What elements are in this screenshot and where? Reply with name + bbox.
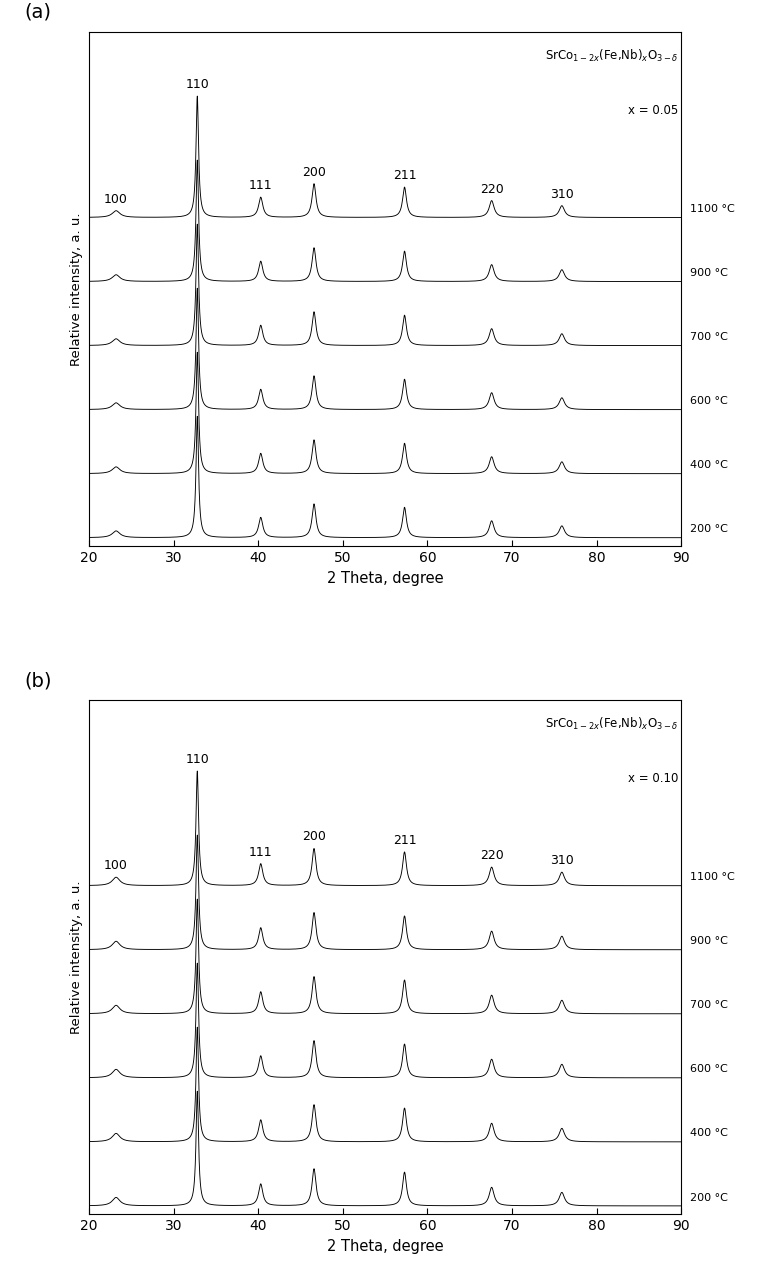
Text: 600 °C: 600 °C xyxy=(690,396,728,406)
Text: 100: 100 xyxy=(104,860,128,873)
Text: 310: 310 xyxy=(550,188,574,200)
Text: 1100 °C: 1100 °C xyxy=(690,204,735,215)
Text: 400 °C: 400 °C xyxy=(690,1128,728,1139)
Text: (b): (b) xyxy=(24,671,51,690)
Text: 100: 100 xyxy=(104,193,128,206)
Text: 400 °C: 400 °C xyxy=(690,460,728,470)
Text: 110: 110 xyxy=(186,78,209,91)
Text: 211: 211 xyxy=(392,834,416,847)
Text: 200: 200 xyxy=(302,166,326,179)
Text: 200 °C: 200 °C xyxy=(690,1192,728,1203)
Text: 1100 °C: 1100 °C xyxy=(690,873,735,883)
Text: 310: 310 xyxy=(550,855,574,867)
Y-axis label: Relative intensity, a. u.: Relative intensity, a. u. xyxy=(70,212,84,366)
X-axis label: 2 Theta, degree: 2 Theta, degree xyxy=(327,1239,444,1254)
Y-axis label: Relative intensity, a. u.: Relative intensity, a. u. xyxy=(70,880,84,1034)
Text: SrCo$_{1-2x}$(Fe,Nb)$_{x}$O$_{3-\delta}$: SrCo$_{1-2x}$(Fe,Nb)$_{x}$O$_{3-\delta}$ xyxy=(545,716,678,732)
Text: 700 °C: 700 °C xyxy=(690,333,728,342)
Text: 600 °C: 600 °C xyxy=(690,1064,728,1074)
Text: (a): (a) xyxy=(24,3,51,22)
Text: 111: 111 xyxy=(249,846,272,858)
Text: 110: 110 xyxy=(186,753,209,766)
Text: 900 °C: 900 °C xyxy=(690,269,728,278)
Text: x = 0.10: x = 0.10 xyxy=(628,772,678,785)
Text: 220: 220 xyxy=(480,182,504,195)
Text: 200: 200 xyxy=(302,830,326,843)
Text: 700 °C: 700 °C xyxy=(690,1001,728,1010)
Text: SrCo$_{1-2x}$(Fe,Nb)$_{x}$O$_{3-\delta}$: SrCo$_{1-2x}$(Fe,Nb)$_{x}$O$_{3-\delta}$ xyxy=(545,48,678,64)
Text: 900 °C: 900 °C xyxy=(690,937,728,946)
Text: 220: 220 xyxy=(480,849,504,862)
Text: x = 0.05: x = 0.05 xyxy=(628,104,678,117)
Text: 200 °C: 200 °C xyxy=(690,524,728,535)
X-axis label: 2 Theta, degree: 2 Theta, degree xyxy=(327,571,444,586)
Text: 111: 111 xyxy=(249,179,272,191)
Text: 211: 211 xyxy=(392,170,416,182)
